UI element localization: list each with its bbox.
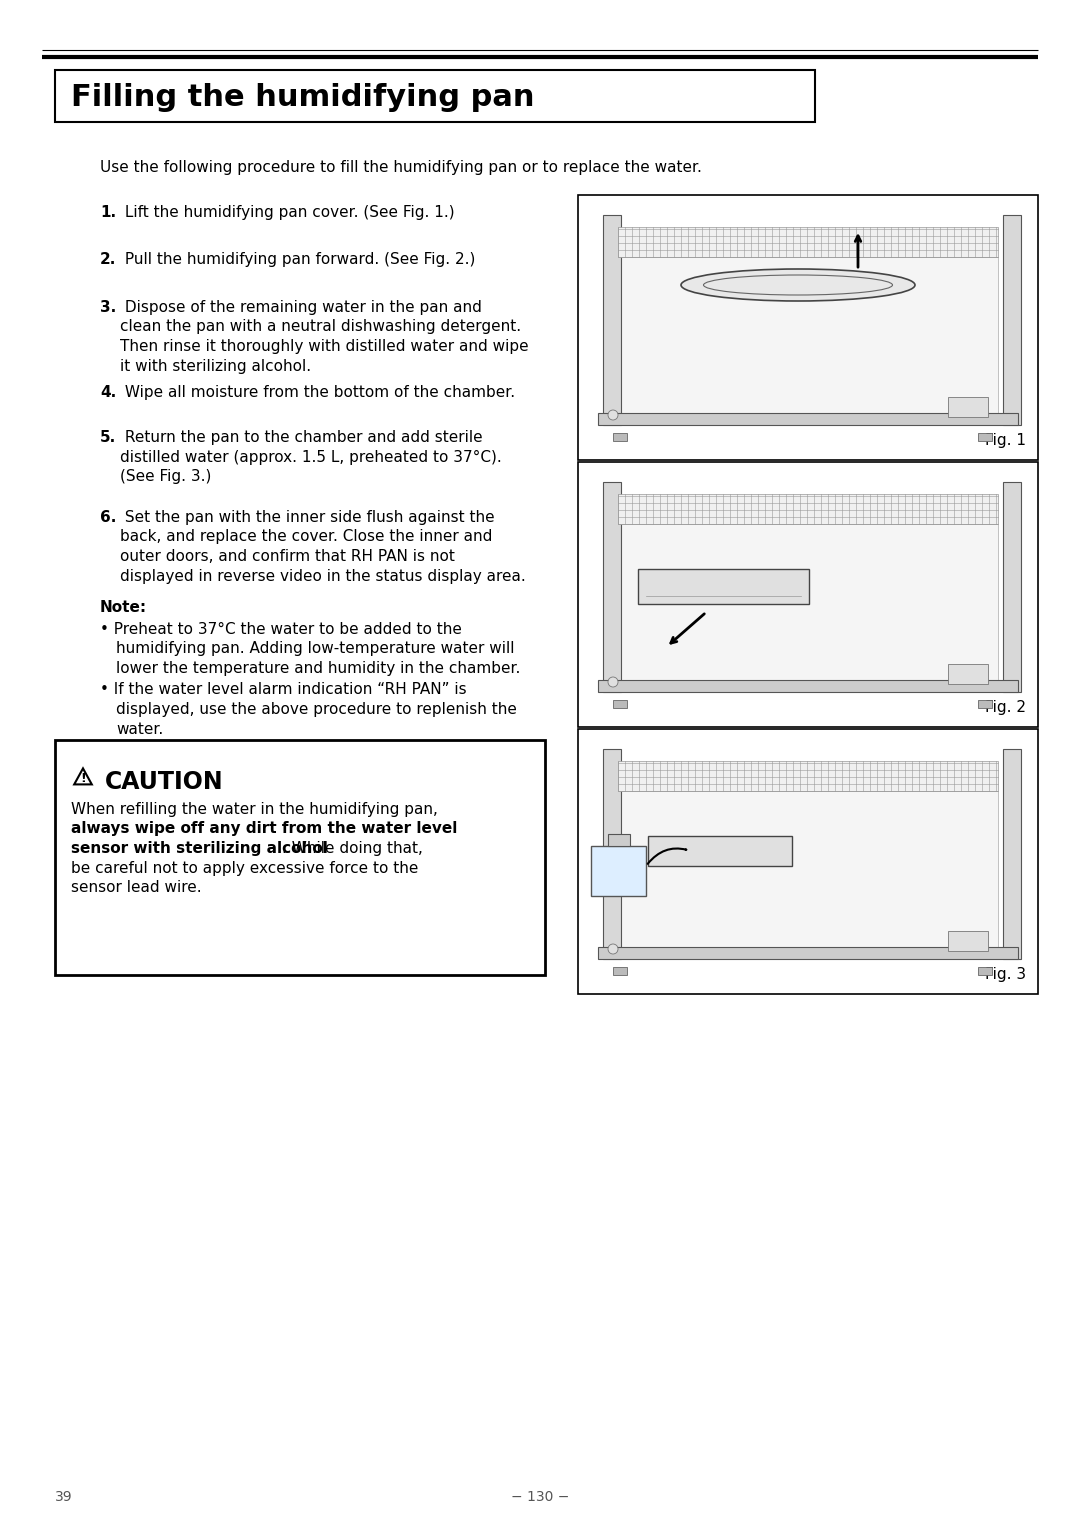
Text: Set the pan with the inner side flush against the: Set the pan with the inner side flush ag… bbox=[120, 510, 495, 526]
Bar bbox=[1003, 215, 1021, 425]
Bar bbox=[1003, 481, 1021, 692]
Text: distilled water (approx. 1.5 L, preheated to 37°C).: distilled water (approx. 1.5 L, preheate… bbox=[120, 449, 502, 465]
Text: it with sterilizing alcohol.: it with sterilizing alcohol. bbox=[120, 359, 311, 373]
Bar bbox=[598, 413, 1018, 425]
Text: Fig. 3: Fig. 3 bbox=[985, 967, 1026, 983]
Bar bbox=[603, 215, 621, 425]
Text: Pull the humidifying pan forward. (See Fig. 2.): Pull the humidifying pan forward. (See F… bbox=[120, 252, 475, 267]
Bar bbox=[618, 257, 998, 425]
Text: Note:: Note: bbox=[100, 601, 147, 614]
Text: clean the pan with a neutral dishwashing detergent.: clean the pan with a neutral dishwashing… bbox=[120, 319, 522, 335]
Bar bbox=[55, 70, 815, 122]
Bar bbox=[578, 729, 1038, 995]
Bar bbox=[613, 432, 627, 442]
Text: !: ! bbox=[80, 773, 86, 785]
Bar bbox=[613, 967, 627, 975]
Text: outer doors, and confirm that RH PAN is not: outer doors, and confirm that RH PAN is … bbox=[120, 549, 455, 564]
Text: humidifying pan. Adding low-temperature water will: humidifying pan. Adding low-temperature … bbox=[116, 642, 514, 657]
Text: displayed, use the above procedure to replenish the: displayed, use the above procedure to re… bbox=[116, 701, 517, 717]
Text: 4.: 4. bbox=[100, 385, 117, 400]
Bar bbox=[598, 680, 1018, 692]
Bar bbox=[978, 432, 993, 442]
Bar bbox=[603, 749, 621, 960]
Bar bbox=[55, 740, 545, 975]
Bar bbox=[607, 834, 630, 847]
Text: 1.: 1. bbox=[100, 205, 117, 220]
Text: • If the water level alarm indication “RH PAN” is: • If the water level alarm indication “R… bbox=[100, 683, 467, 697]
Bar bbox=[648, 836, 792, 866]
Text: When refilling the water in the humidifying pan,: When refilling the water in the humidify… bbox=[71, 802, 437, 817]
Text: 6.: 6. bbox=[100, 510, 117, 526]
Bar bbox=[618, 228, 998, 257]
Bar bbox=[618, 761, 998, 792]
Text: Fig. 2: Fig. 2 bbox=[985, 700, 1026, 715]
Text: always wipe off any dirt from the water level: always wipe off any dirt from the water … bbox=[71, 822, 457, 836]
Circle shape bbox=[608, 677, 618, 688]
Text: sensor lead wire.: sensor lead wire. bbox=[71, 880, 202, 895]
Text: Wipe all moisture from the bottom of the chamber.: Wipe all moisture from the bottom of the… bbox=[120, 385, 515, 400]
Bar bbox=[948, 665, 988, 685]
Text: displayed in reverse video in the status display area.: displayed in reverse video in the status… bbox=[120, 568, 526, 584]
Bar bbox=[978, 967, 993, 975]
Text: . While doing that,: . While doing that, bbox=[282, 840, 422, 856]
Text: (See Fig. 3.): (See Fig. 3.) bbox=[120, 469, 212, 484]
Text: 39: 39 bbox=[55, 1490, 72, 1504]
Bar bbox=[618, 524, 998, 692]
Bar bbox=[578, 461, 1038, 727]
Bar bbox=[948, 397, 988, 417]
Text: Fig. 1: Fig. 1 bbox=[985, 432, 1026, 448]
Text: − 130 −: − 130 − bbox=[511, 1490, 569, 1504]
Ellipse shape bbox=[681, 269, 915, 301]
Text: back, and replace the cover. Close the inner and: back, and replace the cover. Close the i… bbox=[120, 530, 492, 544]
Text: sensor with sterilizing alcohol: sensor with sterilizing alcohol bbox=[71, 840, 328, 856]
FancyArrowPatch shape bbox=[648, 848, 686, 863]
Bar bbox=[948, 931, 988, 950]
Bar bbox=[638, 568, 809, 604]
Bar bbox=[613, 700, 627, 707]
Text: be careful not to apply excessive force to the: be careful not to apply excessive force … bbox=[71, 860, 418, 876]
Text: Filling the humidifying pan: Filling the humidifying pan bbox=[71, 83, 535, 112]
Bar bbox=[578, 196, 1038, 460]
Bar bbox=[1003, 749, 1021, 960]
Text: water.: water. bbox=[116, 721, 163, 736]
Bar bbox=[598, 947, 1018, 960]
Text: Use the following procedure to fill the humidifying pan or to replace the water.: Use the following procedure to fill the … bbox=[100, 160, 702, 176]
Text: Then rinse it thoroughly with distilled water and wipe: Then rinse it thoroughly with distilled … bbox=[120, 339, 528, 354]
Text: Lift the humidifying pan cover. (See Fig. 1.): Lift the humidifying pan cover. (See Fig… bbox=[120, 205, 455, 220]
Text: • Preheat to 37°C the water to be added to the: • Preheat to 37°C the water to be added … bbox=[100, 622, 462, 637]
Text: lower the temperature and humidity in the chamber.: lower the temperature and humidity in th… bbox=[116, 662, 521, 675]
Bar bbox=[603, 481, 621, 692]
Bar bbox=[978, 700, 993, 707]
Bar bbox=[591, 847, 646, 895]
Text: CAUTION: CAUTION bbox=[105, 770, 224, 795]
Circle shape bbox=[608, 944, 618, 953]
Text: 3.: 3. bbox=[100, 299, 117, 315]
Bar bbox=[618, 494, 998, 524]
Text: 5.: 5. bbox=[100, 429, 117, 445]
Text: 2.: 2. bbox=[100, 252, 117, 267]
Bar bbox=[618, 792, 998, 960]
Text: Return the pan to the chamber and add sterile: Return the pan to the chamber and add st… bbox=[120, 429, 483, 445]
Circle shape bbox=[608, 410, 618, 420]
Text: Dispose of the remaining water in the pan and: Dispose of the remaining water in the pa… bbox=[120, 299, 482, 315]
